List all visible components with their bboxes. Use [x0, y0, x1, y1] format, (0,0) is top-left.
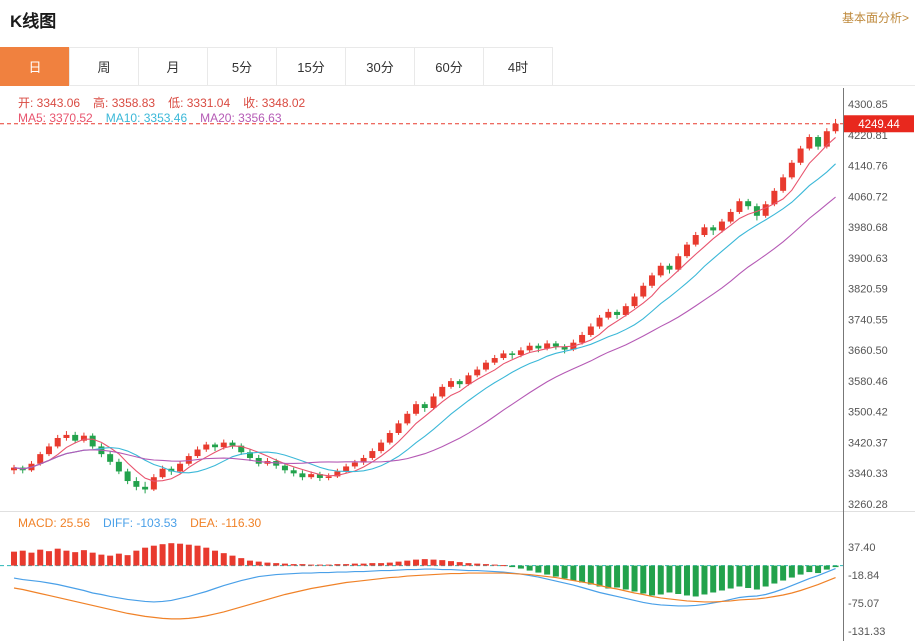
- svg-text:4220.81: 4220.81: [848, 130, 888, 142]
- tab-week[interactable]: 周: [69, 47, 139, 86]
- period-tabbar: 日周月 5分 15分 30分 60分 4时: [0, 47, 553, 86]
- svg-text:3980.68: 3980.68: [848, 222, 888, 234]
- page-title: K线图: [10, 12, 57, 31]
- ma-lines: [13, 137, 836, 482]
- dea-value: DEA: -116.30: [190, 516, 262, 530]
- svg-text:4140.76: 4140.76: [848, 161, 888, 173]
- tab-15min[interactable]: 15分: [276, 47, 346, 86]
- tab-30min[interactable]: 30分: [345, 47, 415, 86]
- tab-4hour[interactable]: 4时: [483, 47, 553, 86]
- ohlc-high: 高: 3358.83: [93, 96, 156, 110]
- ma-info-row: MA5: 3370.52 MA10: 3353.46 MA20: 3356.63: [18, 111, 295, 125]
- svg-text:3660.50: 3660.50: [848, 345, 888, 357]
- price-axis-labels: 4300.85 4220.81 4140.76 4060.72 3980.68 3900.…: [848, 99, 888, 511]
- svg-text:3420.37: 3420.37: [848, 437, 888, 449]
- svg-text:-75.07: -75.07: [848, 598, 879, 610]
- ohlc-close: 收: 3348.02: [243, 96, 306, 110]
- chart-frame: [0, 88, 915, 641]
- svg-text:3820.59: 3820.59: [848, 284, 888, 296]
- svg-text:3340.33: 3340.33: [848, 468, 888, 480]
- ma10-value: MA10: 3353.46: [105, 111, 188, 125]
- macd-value: MACD: 25.56: [18, 516, 91, 530]
- svg-text:4249.44: 4249.44: [858, 119, 900, 131]
- svg-text:3740.55: 3740.55: [848, 314, 888, 326]
- svg-text:3580.46: 3580.46: [848, 376, 888, 388]
- tab-day[interactable]: 日: [0, 47, 70, 86]
- svg-text:4300.85: 4300.85: [848, 99, 888, 111]
- ohlc-open: 开: 3343.06: [18, 96, 81, 110]
- macd-histogram: [11, 543, 839, 597]
- ma20-value: MA20: 3356.63: [200, 111, 282, 125]
- macd-lines: [13, 568, 836, 620]
- svg-text:-18.84: -18.84: [848, 570, 879, 582]
- ohlc-low: 低: 3331.04: [168, 96, 231, 110]
- ohlc-info-row: 开: 3343.06 高: 3358.83 低: 3331.04 收: 3348.02: [18, 94, 318, 111]
- macd-info-row: MACD: 25.56 DIFF: -103.53 DEA: -116.30: [18, 516, 274, 530]
- svg-text:3900.63: 3900.63: [848, 253, 888, 265]
- svg-text:3500.42: 3500.42: [848, 407, 888, 419]
- tab-5min[interactable]: 5分: [207, 47, 277, 86]
- svg-text:37.40: 37.40: [848, 542, 876, 554]
- diff-value: DIFF: -103.53: [103, 516, 178, 530]
- ma5-value: MA5: 3370.52: [18, 111, 93, 125]
- svg-text:4060.72: 4060.72: [848, 191, 888, 203]
- candlestick-series: [11, 118, 839, 494]
- tab-month[interactable]: 月: [138, 47, 208, 86]
- last-price-badge: 4249.44: [844, 115, 914, 133]
- fundamental-analysis-link[interactable]: 基本面分析>: [841, 11, 909, 25]
- svg-text:-131.33: -131.33: [848, 626, 885, 638]
- svg-text:3260.28: 3260.28: [848, 499, 888, 511]
- tab-60min[interactable]: 60分: [414, 47, 484, 86]
- macd-axis-labels: 37.40 -18.84 -75.07 -131.33: [848, 542, 885, 638]
